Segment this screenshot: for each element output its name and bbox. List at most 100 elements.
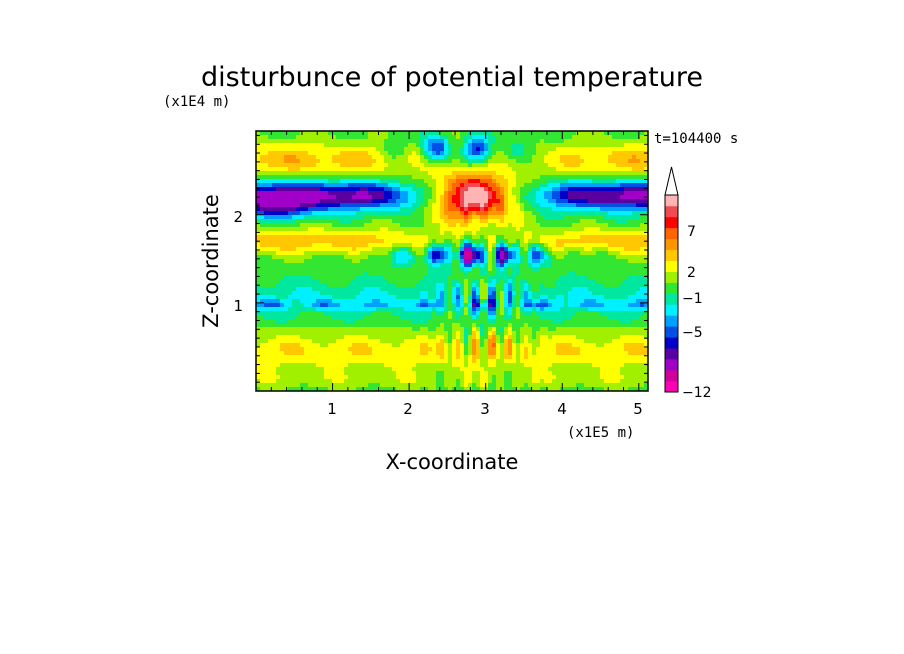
field-cell bbox=[576, 307, 581, 312]
field-cell bbox=[264, 291, 269, 296]
field-cell bbox=[596, 263, 601, 268]
field-cell bbox=[312, 327, 317, 332]
field-cell bbox=[416, 283, 421, 288]
field-cell bbox=[540, 167, 545, 172]
field-cell bbox=[584, 243, 589, 248]
field-cell bbox=[288, 223, 293, 228]
field-cell bbox=[636, 287, 641, 292]
field-cell bbox=[300, 271, 305, 276]
field-cell bbox=[492, 315, 497, 320]
field-cell bbox=[552, 311, 557, 316]
field-cell bbox=[376, 303, 381, 308]
field-cell bbox=[480, 171, 485, 176]
field-cell bbox=[644, 299, 648, 304]
field-cell bbox=[452, 223, 457, 228]
field-cell bbox=[440, 135, 445, 140]
field-cell bbox=[420, 331, 425, 336]
field-cell bbox=[584, 307, 589, 312]
field-cell bbox=[416, 175, 421, 180]
field-cell bbox=[644, 175, 648, 180]
field-cell bbox=[564, 215, 569, 220]
field-cell bbox=[304, 287, 309, 292]
field-cell bbox=[572, 255, 577, 260]
field-cell bbox=[608, 275, 613, 280]
field-cell bbox=[560, 295, 565, 300]
field-cell bbox=[532, 279, 537, 284]
field-cell bbox=[572, 151, 577, 156]
field-cell bbox=[556, 327, 561, 332]
field-cell bbox=[328, 295, 333, 300]
field-cell bbox=[412, 319, 417, 324]
field-cell bbox=[296, 203, 301, 208]
field-cell bbox=[512, 191, 517, 196]
field-cell bbox=[344, 187, 349, 192]
field-cell bbox=[628, 331, 633, 336]
field-cell bbox=[332, 179, 337, 184]
field-cell bbox=[476, 243, 481, 248]
field-cell bbox=[492, 255, 497, 260]
field-cell bbox=[556, 203, 561, 208]
field-cell bbox=[280, 231, 285, 236]
field-cell bbox=[452, 323, 457, 328]
field-cell bbox=[288, 295, 293, 300]
field-cell bbox=[512, 243, 517, 248]
field-cell bbox=[508, 247, 513, 252]
field-cell bbox=[284, 219, 289, 224]
field-cell bbox=[556, 207, 561, 212]
field-cell bbox=[492, 151, 497, 156]
field-cell bbox=[408, 227, 413, 232]
field-cell bbox=[632, 323, 637, 328]
field-cell bbox=[556, 255, 561, 260]
field-cell bbox=[448, 179, 453, 184]
field-cell bbox=[396, 255, 401, 260]
field-cell bbox=[532, 215, 537, 220]
field-cell bbox=[280, 219, 285, 224]
field-cell bbox=[360, 171, 365, 176]
field-cell bbox=[484, 231, 489, 236]
field-cell bbox=[532, 275, 537, 280]
field-cell bbox=[548, 239, 553, 244]
field-cell bbox=[256, 131, 261, 136]
field-cell bbox=[328, 199, 333, 204]
field-cell bbox=[432, 175, 437, 180]
field-cell bbox=[312, 139, 317, 144]
field-cell bbox=[436, 255, 441, 260]
field-cell bbox=[580, 131, 585, 136]
field-cell bbox=[428, 155, 433, 160]
field-cell bbox=[340, 155, 345, 160]
field-cell bbox=[560, 147, 565, 152]
field-cell bbox=[264, 287, 269, 292]
field-cell bbox=[280, 331, 285, 336]
field-cell bbox=[272, 275, 277, 280]
field-cell bbox=[312, 187, 317, 192]
field-cell bbox=[316, 327, 321, 332]
field-cell bbox=[328, 239, 333, 244]
field-cell bbox=[600, 171, 605, 176]
field-cell bbox=[620, 255, 625, 260]
field-cell bbox=[592, 159, 597, 164]
field-cell bbox=[304, 135, 309, 140]
field-cell bbox=[304, 219, 309, 224]
field-cell bbox=[596, 307, 601, 312]
field-cell bbox=[640, 191, 645, 196]
field-cell bbox=[504, 207, 509, 212]
field-cell bbox=[336, 219, 341, 224]
field-cell bbox=[604, 159, 609, 164]
field-cell bbox=[528, 183, 533, 188]
field-cell bbox=[276, 191, 281, 196]
field-cell bbox=[364, 299, 369, 304]
field-cell bbox=[388, 271, 393, 276]
field-cell bbox=[256, 167, 261, 172]
field-cell bbox=[336, 167, 341, 172]
field-cell bbox=[520, 331, 525, 336]
field-cell bbox=[492, 239, 497, 244]
field-cell bbox=[612, 259, 617, 264]
field-cell bbox=[548, 235, 553, 240]
field-cell bbox=[532, 303, 537, 308]
field-cell bbox=[548, 227, 553, 232]
field-cell bbox=[628, 235, 633, 240]
field-cell bbox=[296, 267, 301, 272]
field-cell bbox=[328, 207, 333, 212]
field-cell bbox=[476, 283, 481, 288]
field-cell bbox=[372, 143, 377, 148]
